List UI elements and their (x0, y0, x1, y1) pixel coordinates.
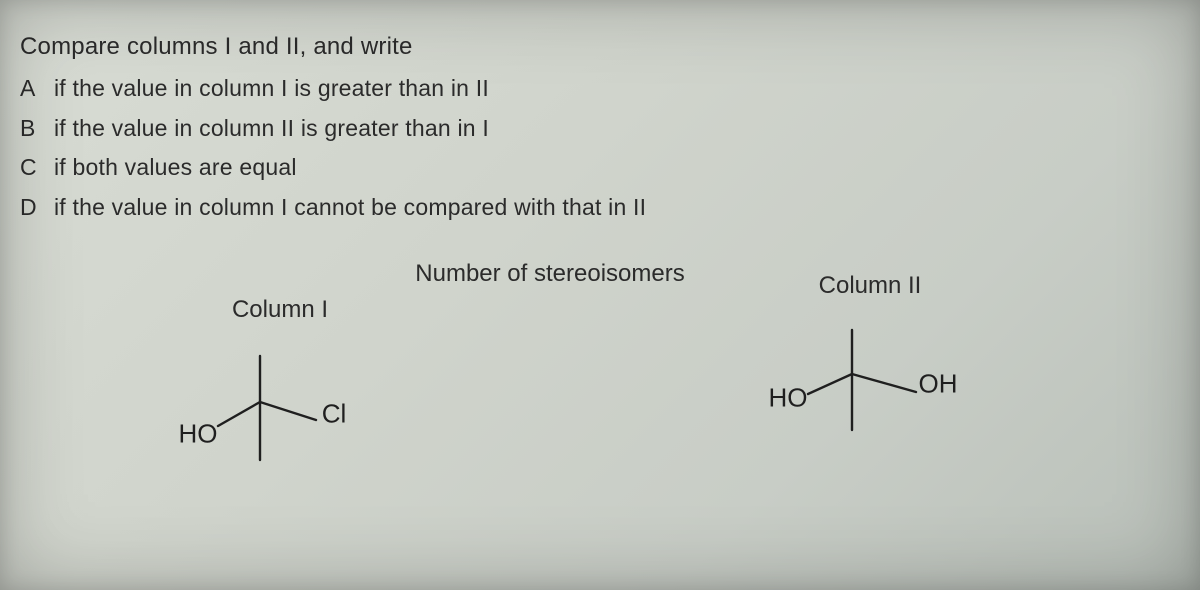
option-letter: D (20, 190, 40, 226)
structure-1: HO Cl (170, 342, 390, 482)
column-2: Column II HO OH (720, 272, 1020, 482)
answer-options: A if the value in column I is greater th… (20, 71, 1180, 226)
option-text: if the value in column I cannot be compa… (54, 190, 646, 226)
option-text: if the value in column I is greater than… (54, 71, 489, 107)
option-text: if both values are equal (54, 150, 297, 186)
column-1: Column I HO Cl (130, 296, 430, 482)
structure-2: HO OH (760, 318, 980, 458)
bond (218, 402, 260, 426)
option-letter: A (20, 71, 40, 107)
bonds-svg-1 (170, 342, 390, 482)
column-1-label: Column I (232, 296, 328, 324)
question-prompt: Compare columns I and II, and write A if… (20, 28, 1180, 226)
option-text: if the value in column II is greater tha… (54, 111, 489, 147)
option-letter: C (20, 150, 40, 186)
columns-container: Column I HO Cl Column II HO OH (20, 296, 1180, 482)
option-d: D if the value in column I cannot be com… (20, 190, 1180, 226)
atom-label-ho: HO (769, 382, 808, 413)
prompt-lead: Compare columns I and II, and write (20, 28, 1180, 65)
option-c: C if both values are equal (20, 150, 1180, 186)
option-b: B if the value in column II is greater t… (20, 111, 1180, 147)
bond (260, 402, 316, 420)
option-letter: B (20, 111, 40, 147)
option-a: A if the value in column I is greater th… (20, 71, 1180, 107)
atom-label-oh: OH (919, 368, 958, 399)
bond (852, 374, 916, 392)
bond (808, 374, 852, 394)
atom-label-cl: Cl (322, 398, 347, 429)
atom-label-ho: HO (179, 418, 218, 449)
column-2-label: Column II (819, 272, 922, 300)
